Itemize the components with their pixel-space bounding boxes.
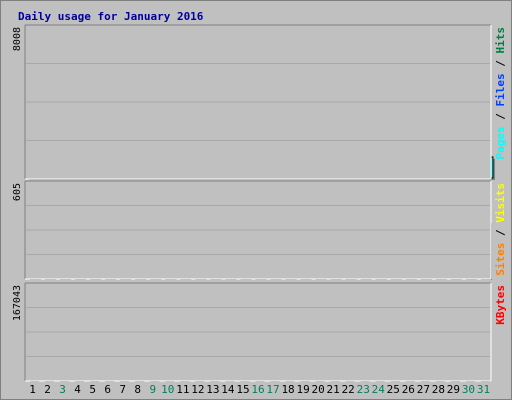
x-tick-label-16: 16 (251, 383, 264, 396)
legend-text: KBytes (494, 285, 507, 325)
x-tick-label-27: 27 (417, 383, 430, 396)
x-tick-label-7: 7 (119, 383, 126, 396)
x-tick-label-1: 1 (29, 383, 36, 396)
x-tick-label-9: 9 (149, 383, 156, 396)
x-tick-label-24: 24 (372, 383, 386, 396)
legend-text: Sites / Visits (494, 183, 507, 276)
legend-text: Pages / Files / Hits (494, 27, 507, 160)
x-tick-label-11: 11 (176, 383, 189, 396)
x-tick-label-20: 20 (312, 383, 325, 396)
legend-pages: Pages (494, 126, 507, 159)
y-max-label: 167043 (12, 285, 23, 321)
y-max-label: 605 (12, 183, 23, 201)
x-tick-label-8: 8 (134, 383, 141, 396)
legend-hits: Hits (494, 27, 507, 54)
x-tick-label-23: 23 (357, 383, 370, 396)
x-tick-label-22: 22 (342, 383, 355, 396)
x-tick-label-5: 5 (89, 383, 96, 396)
legend-kbytes: KBytes (494, 285, 507, 325)
legend-separator: / (494, 107, 507, 127)
x-tick-label-12: 12 (191, 383, 204, 396)
x-tick-label-10: 10 (161, 383, 174, 396)
x-tick-label-4: 4 (74, 383, 81, 396)
x-tick-label-31: 31 (477, 383, 490, 396)
x-tick-label-19: 19 (296, 383, 309, 396)
legend-visits: Visits (494, 183, 507, 223)
x-axis-labels: 1 2 3 4 5 6 7 8 9 10 11 12 13 14 15 16 17 18 19 20 21 22 23 24 2… (29, 383, 490, 396)
x-tick-label-17: 17 (266, 383, 279, 396)
x-tick-label-25: 25 (387, 383, 400, 396)
legend-separator: / (494, 223, 507, 243)
chart-title: Daily usage for January 2016 (18, 10, 204, 23)
x-tick-label-2: 2 (44, 383, 51, 396)
x-tick-label-6: 6 (104, 383, 111, 396)
legend-files: Files (494, 73, 507, 106)
x-tick-label-3: 3 (59, 383, 66, 396)
legend: Pages / Files / Hits (494, 27, 507, 160)
legend: Sites / Visits (494, 183, 507, 276)
x-tick-label-18: 18 (281, 383, 294, 396)
legend-separator: / (494, 54, 507, 74)
y-max-label: 8008 (12, 27, 23, 51)
x-tick-label-21: 21 (327, 383, 340, 396)
x-tick-label-29: 29 (447, 383, 460, 396)
legend: KBytes (494, 285, 507, 325)
x-tick-label-26: 26 (402, 383, 415, 396)
x-tick-label-13: 13 (206, 383, 219, 396)
legend-sites: Sites (494, 243, 507, 276)
x-tick-label-14: 14 (221, 383, 235, 396)
x-tick-label-30: 30 (462, 383, 475, 396)
x-tick-label-28: 28 (432, 383, 445, 396)
x-tick-label-15: 15 (236, 383, 249, 396)
